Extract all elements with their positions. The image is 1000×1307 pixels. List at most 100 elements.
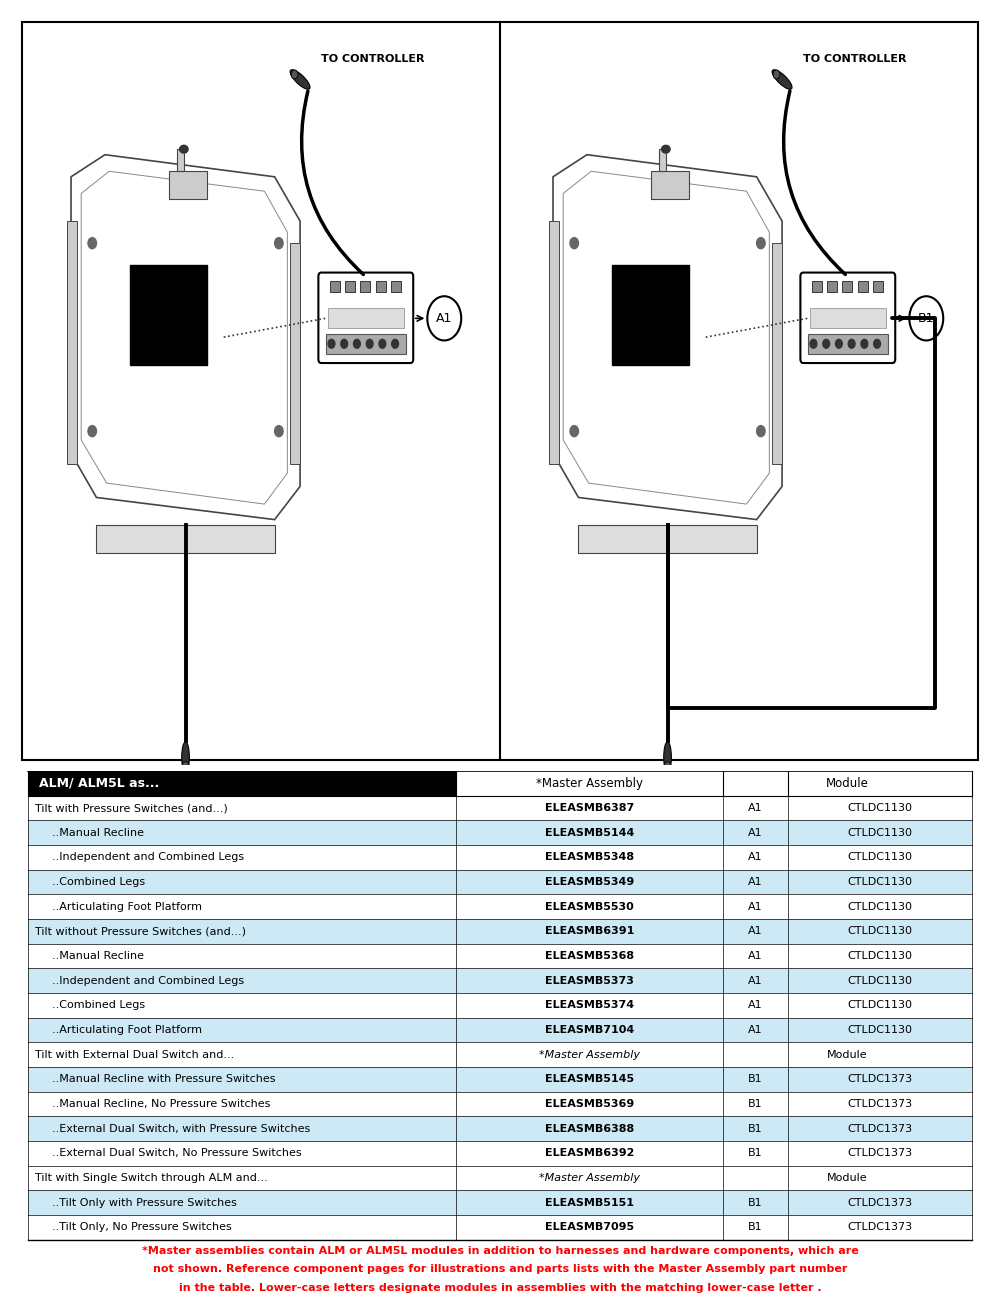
FancyBboxPatch shape: [318, 273, 413, 363]
Text: B1: B1: [748, 1149, 763, 1158]
Text: B1: B1: [748, 1099, 763, 1108]
Ellipse shape: [290, 69, 310, 89]
Bar: [330, 281, 340, 291]
Bar: [456, 771, 972, 796]
Bar: [28, 846, 972, 869]
Circle shape: [275, 238, 283, 248]
Bar: [28, 894, 972, 919]
Bar: [290, 243, 300, 464]
Text: ELEASMB5369: ELEASMB5369: [545, 1099, 634, 1108]
Text: *Master Assembly: *Master Assembly: [536, 776, 643, 789]
Bar: [873, 281, 883, 291]
Text: ELEASMB5530: ELEASMB5530: [545, 902, 634, 912]
Text: B1: B1: [748, 1197, 763, 1208]
Text: A1: A1: [748, 902, 763, 912]
Bar: [376, 281, 386, 291]
Bar: [130, 265, 207, 365]
Ellipse shape: [180, 145, 188, 153]
Text: ..Combined Legs: ..Combined Legs: [52, 1000, 145, 1010]
Circle shape: [810, 340, 817, 348]
Circle shape: [757, 426, 765, 437]
Text: CTLDC1130: CTLDC1130: [848, 1025, 913, 1035]
Text: A1: A1: [748, 1000, 763, 1010]
Ellipse shape: [773, 71, 780, 78]
Bar: [659, 149, 666, 171]
Bar: [827, 281, 837, 291]
Text: ELEASMB6391: ELEASMB6391: [545, 927, 634, 936]
Text: *Master Assembly: *Master Assembly: [539, 1050, 640, 1060]
FancyBboxPatch shape: [800, 273, 895, 363]
Text: CTLDC1130: CTLDC1130: [848, 927, 913, 936]
Circle shape: [379, 340, 386, 348]
Text: A1: A1: [748, 951, 763, 961]
Text: ..External Dual Switch, with Pressure Switches: ..External Dual Switch, with Pressure Sw…: [52, 1124, 310, 1133]
Bar: [808, 333, 888, 354]
Bar: [858, 281, 868, 291]
Text: Module: Module: [827, 1172, 868, 1183]
Text: ..External Dual Switch, No Pressure Switches: ..External Dual Switch, No Pressure Swit…: [52, 1149, 301, 1158]
Ellipse shape: [182, 762, 189, 771]
Text: not shown. Reference component pages for illustrations and parts lists with the : not shown. Reference component pages for…: [153, 1264, 847, 1274]
Bar: [772, 243, 782, 464]
Text: CTLDC1130: CTLDC1130: [848, 852, 913, 863]
Circle shape: [275, 426, 283, 437]
Text: *Master Assembly: *Master Assembly: [539, 1172, 640, 1183]
Text: CTLDC1373: CTLDC1373: [848, 1149, 913, 1158]
Ellipse shape: [772, 69, 792, 89]
Ellipse shape: [662, 145, 670, 153]
Ellipse shape: [664, 762, 671, 771]
Text: ..Tilt Only with Pressure Switches: ..Tilt Only with Pressure Switches: [52, 1197, 237, 1208]
Text: ..Independent and Combined Legs: ..Independent and Combined Legs: [52, 852, 244, 863]
Text: ELEASMB5349: ELEASMB5349: [545, 877, 634, 887]
Text: B1: B1: [918, 312, 935, 325]
Circle shape: [874, 340, 880, 348]
Circle shape: [757, 238, 765, 248]
Text: Tilt with Pressure Switches (and...): Tilt with Pressure Switches (and...): [35, 802, 228, 813]
Text: ..Manual Recline, No Pressure Switches: ..Manual Recline, No Pressure Switches: [52, 1099, 270, 1108]
Text: ELEASMB5368: ELEASMB5368: [545, 951, 634, 961]
Bar: [28, 993, 972, 1018]
Text: A1: A1: [748, 802, 763, 813]
Text: Tilt without Pressure Switches (and...): Tilt without Pressure Switches (and...): [35, 927, 246, 936]
Text: Tilt with Single Switch through ALM and...: Tilt with Single Switch through ALM and.…: [35, 1172, 268, 1183]
Bar: [651, 171, 689, 199]
Text: ELEASMB5145: ELEASMB5145: [545, 1074, 634, 1085]
Bar: [67, 221, 77, 464]
Text: CTLDC1130: CTLDC1130: [848, 1000, 913, 1010]
Text: ELEASMB6387: ELEASMB6387: [545, 802, 634, 813]
Text: CTLDC1130: CTLDC1130: [848, 951, 913, 961]
Bar: [28, 821, 972, 846]
Ellipse shape: [182, 742, 189, 772]
Circle shape: [861, 340, 868, 348]
Text: CTLDC1130: CTLDC1130: [848, 902, 913, 912]
Polygon shape: [96, 525, 275, 553]
Text: ..Manual Recline: ..Manual Recline: [52, 827, 144, 838]
Text: B1: B1: [748, 1222, 763, 1233]
Text: in the table. Lower-case letters designate modules in assemblies with the matchi: in the table. Lower-case letters designa…: [179, 1283, 821, 1293]
Text: TO CONTROLLER: TO CONTROLLER: [321, 54, 425, 64]
Text: ..Manual Recline with Pressure Switches: ..Manual Recline with Pressure Switches: [52, 1074, 275, 1085]
Text: A1: A1: [748, 827, 763, 838]
Bar: [28, 944, 972, 968]
Text: ..Tilt Only, No Pressure Switches: ..Tilt Only, No Pressure Switches: [52, 1222, 231, 1233]
Text: ELEASMB5151: ELEASMB5151: [545, 1197, 634, 1208]
Bar: [326, 333, 406, 354]
Text: TO POWER BASE: TO POWER BASE: [616, 779, 719, 789]
Circle shape: [328, 340, 335, 348]
Text: CTLDC1373: CTLDC1373: [848, 1074, 913, 1085]
Circle shape: [848, 340, 855, 348]
Polygon shape: [578, 525, 757, 553]
Text: A1: A1: [748, 877, 763, 887]
Bar: [28, 771, 456, 796]
Circle shape: [823, 340, 830, 348]
Bar: [177, 149, 184, 171]
Text: CTLDC1373: CTLDC1373: [848, 1197, 913, 1208]
Bar: [28, 1191, 972, 1216]
Text: ELEASMB6388: ELEASMB6388: [545, 1124, 634, 1133]
Text: ALM/ ALM5L as...: ALM/ ALM5L as...: [39, 776, 159, 789]
Text: ELEASMB7104: ELEASMB7104: [545, 1025, 634, 1035]
Text: Module: Module: [826, 776, 869, 789]
Text: CTLDC1373: CTLDC1373: [848, 1099, 913, 1108]
Text: A1: A1: [748, 852, 763, 863]
Text: B1: B1: [748, 1124, 763, 1133]
